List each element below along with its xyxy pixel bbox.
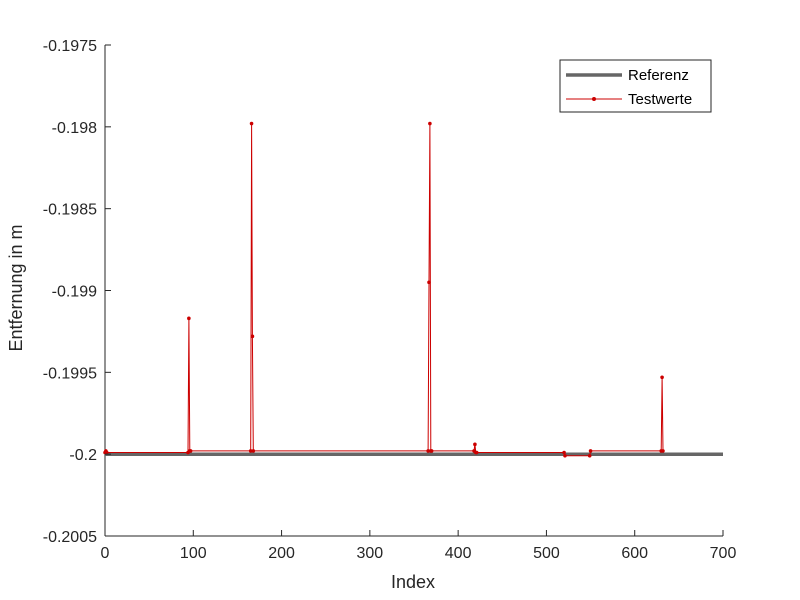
y-tick-label: -0.1975 — [43, 38, 97, 55]
testwerte-point — [563, 454, 567, 458]
y-axis-title: Entfernung in m — [6, 224, 26, 351]
y-tick-label: -0.1985 — [43, 202, 97, 219]
testwerte-line — [104, 123, 664, 457]
legend: Referenz Testwerte — [559, 59, 712, 113]
testwerte-point — [104, 450, 109, 455]
testwerte-point — [562, 450, 566, 455]
x-tick-label: 300 — [357, 545, 384, 562]
testwerte-point — [473, 442, 477, 447]
x-tick-label: 200 — [268, 545, 295, 562]
x-tick-label: 700 — [710, 545, 737, 562]
testwerte-point — [429, 449, 434, 453]
testwerte-point — [428, 121, 432, 126]
y-tick-label: -0.2005 — [43, 529, 97, 546]
testwerte-point — [249, 121, 254, 126]
testwerte-point — [587, 454, 592, 458]
testwerte-point — [188, 449, 193, 453]
legend-testwerte-marker — [592, 97, 596, 101]
x-tick-label: 500 — [533, 545, 560, 562]
y-tick-label: -0.2 — [69, 447, 97, 464]
legend-label: Testwerte — [628, 91, 692, 108]
testwerte-point — [251, 449, 256, 453]
axes — [104, 45, 723, 537]
testwerte-point — [250, 334, 255, 339]
testwerte-point — [474, 450, 479, 455]
x-tick-label: 100 — [180, 545, 207, 562]
testwerte-point — [660, 375, 664, 380]
testwerte-point — [426, 449, 430, 453]
x-axis-title: Index — [391, 572, 435, 592]
testwerte-point — [661, 449, 665, 453]
ticks-layer: 0 100 200 300 400 500 600 700 -0.2005 -0.2 -0.1995… — [43, 38, 737, 562]
testwerte-point — [248, 449, 253, 453]
x-tick-label: 600 — [621, 545, 648, 562]
testwerte-point — [427, 280, 431, 285]
x-tick-label: 0 — [101, 545, 110, 562]
y-tick-label: -0.1995 — [43, 365, 97, 382]
legend-label: Referenz — [628, 67, 689, 84]
y-tick-label: -0.198 — [52, 120, 97, 137]
legend-box — [559, 59, 712, 113]
x-tick-label: 400 — [445, 545, 472, 562]
testwerte-point — [588, 449, 593, 453]
series-layer — [103, 121, 723, 458]
testwerte-point — [187, 316, 191, 321]
y-tick-label: -0.199 — [52, 284, 97, 301]
